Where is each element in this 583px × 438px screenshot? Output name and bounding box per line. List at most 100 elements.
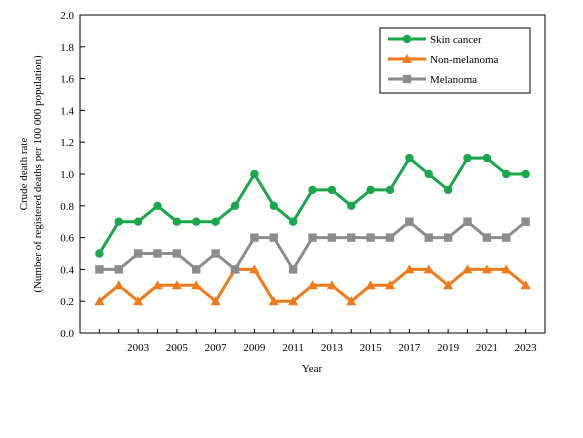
data-point-non-melanoma [133, 296, 144, 306]
data-point-non-melanoma [210, 296, 221, 306]
data-point-non-melanoma [191, 280, 202, 290]
x-tick-label: 2019 [437, 342, 460, 354]
y-tick-label: 0.0 [60, 328, 74, 340]
data-point-skin-cancer [308, 185, 317, 195]
legend-swatch-marker [402, 74, 412, 84]
legend-swatch-marker [402, 34, 412, 44]
x-tick-label: 2011 [282, 342, 304, 354]
data-point-skin-cancer [230, 201, 240, 210]
data-point-skin-cancer [521, 169, 530, 179]
data-point-non-melanoma [365, 280, 376, 290]
data-point-non-melanoma [288, 296, 299, 306]
legend-swatch-marker [402, 54, 412, 63]
data-point-skin-cancer [288, 217, 298, 226]
legend-label: Melanoma [430, 74, 477, 86]
legend-label: Non-melanoma [430, 54, 499, 66]
data-point-melanoma [192, 265, 201, 274]
x-tick-label: 2003 [127, 342, 150, 354]
data-point-melanoma [172, 249, 182, 258]
y-tick-label: 0.4 [60, 264, 74, 276]
data-point-skin-cancer [463, 153, 472, 163]
y-tick-label: 0.8 [60, 201, 74, 213]
data-point-melanoma [211, 249, 220, 258]
y-tick-label: 1.0 [60, 169, 74, 181]
legend-label: Skin cancer [430, 34, 482, 46]
data-point-non-melanoma [346, 296, 357, 306]
data-point-non-melanoma [385, 280, 395, 290]
data-point-non-melanoma [249, 264, 260, 274]
data-point-skin-cancer [172, 217, 182, 226]
data-point-melanoma [521, 217, 530, 226]
data-point-skin-cancer [424, 169, 433, 179]
data-point-skin-cancer [95, 249, 104, 258]
data-point-melanoma [250, 233, 259, 242]
data-point-melanoma [288, 265, 298, 274]
x-tick-label: 2023 [515, 342, 538, 354]
data-point-non-melanoma [171, 280, 182, 290]
data-point-non-melanoma [94, 296, 105, 306]
data-point-skin-cancer [443, 185, 453, 195]
data-point-melanoma [347, 233, 356, 242]
data-point-skin-cancer [250, 169, 259, 179]
data-point-melanoma [133, 249, 143, 258]
data-point-non-melanoma [113, 280, 124, 290]
x-tick-label: 2009 [243, 342, 266, 354]
data-point-melanoma [95, 265, 104, 274]
data-point-skin-cancer [482, 153, 492, 163]
x-tick-label: 2015 [360, 342, 383, 354]
y-tick-label: 0.6 [60, 233, 74, 245]
x-axis-title: Year [302, 363, 323, 375]
data-point-non-melanoma [307, 280, 318, 290]
legend-item-skin-cancer: Skin cancer [388, 34, 482, 46]
data-point-non-melanoma [462, 264, 473, 274]
series-skin-cancer [95, 153, 530, 258]
x-tick-label: 2017 [398, 342, 421, 354]
data-point-non-melanoma [268, 296, 279, 306]
series-melanoma [95, 217, 530, 274]
data-point-non-melanoma [423, 264, 434, 274]
x-tick-label: 2021 [476, 342, 498, 354]
data-point-non-melanoma [326, 280, 337, 290]
legend: Skin cancer Non-melanoma Melanoma [379, 27, 531, 94]
data-point-skin-cancer [114, 217, 123, 226]
y-tick-label: 1.2 [60, 137, 74, 149]
y-tick-label: 1.4 [60, 105, 74, 117]
data-point-melanoma [463, 217, 472, 226]
data-point-skin-cancer [192, 217, 201, 226]
data-point-skin-cancer [153, 201, 162, 210]
data-point-skin-cancer [366, 185, 375, 195]
data-point-melanoma [230, 265, 240, 274]
x-axis: 2003 2005 2007 2009 2011 2013 2015 2017 2019 2021… [98, 329, 538, 354]
y-tick-label: 1.8 [60, 42, 74, 54]
data-point-melanoma [385, 233, 395, 242]
data-point-melanoma [366, 233, 375, 242]
y-axis: 0.0 0.2 0.4 0.6 0.8 1.0 1.2 1.4 1.6 1.8 2.0 [60, 10, 85, 340]
data-point-non-melanoma [152, 280, 163, 290]
data-point-non-melanoma [443, 280, 454, 290]
y-tick-label: 2.0 [60, 10, 74, 22]
data-point-skin-cancer [133, 217, 143, 226]
data-point-melanoma [153, 249, 162, 258]
data-point-melanoma [327, 233, 337, 242]
data-point-non-melanoma [481, 264, 492, 274]
y-tick-label: 1.6 [60, 74, 74, 86]
x-tick-label: 2013 [321, 342, 344, 354]
data-point-skin-cancer [347, 201, 356, 210]
y-tick-label: 0.2 [60, 296, 74, 308]
y-axis-title-line2: (Number of registered deaths per 100 000… [32, 55, 44, 293]
x-tick-label: 2007 [205, 342, 228, 354]
data-point-melanoma [443, 233, 453, 242]
data-point-melanoma [308, 233, 317, 242]
legend-item-non-melanoma: Non-melanoma [388, 54, 499, 66]
data-point-non-melanoma [520, 280, 531, 290]
data-point-non-melanoma [404, 264, 415, 274]
data-point-melanoma [482, 233, 492, 242]
data-point-melanoma [405, 217, 414, 226]
data-point-non-melanoma [501, 264, 512, 274]
series-layer [94, 153, 531, 306]
data-point-skin-cancer [211, 217, 220, 226]
x-tick-label: 2005 [166, 342, 189, 354]
data-point-melanoma [502, 233, 511, 242]
data-point-melanoma [269, 233, 278, 242]
